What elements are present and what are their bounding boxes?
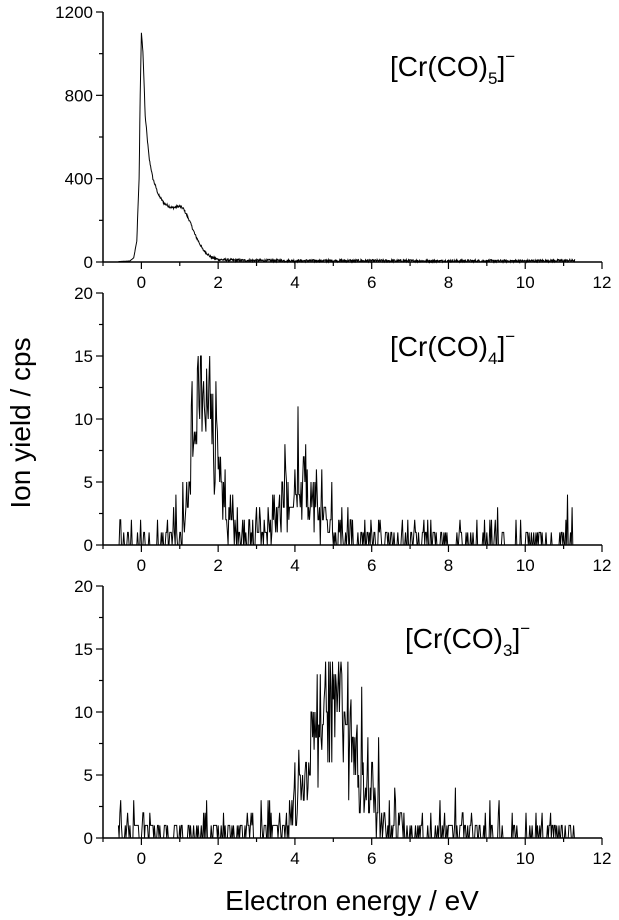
species-base: [Cr(CO)	[390, 331, 488, 362]
y-tick-label: 10	[74, 410, 93, 429]
y-tick-label: 0	[84, 253, 93, 272]
y-tick-label: 400	[65, 170, 93, 189]
y-tick-label: 0	[84, 829, 93, 848]
species-subscript: 3	[503, 641, 512, 660]
x-tick-label: 2	[213, 849, 222, 868]
x-tick-label: 10	[516, 849, 535, 868]
x-tick-label: 4	[290, 556, 299, 575]
x-tick-label: 0	[137, 273, 146, 292]
species-superscript: −	[505, 47, 515, 66]
series-line	[117, 661, 576, 839]
x-tick-label: 4	[290, 273, 299, 292]
species-base: [Cr(CO)	[405, 623, 503, 654]
x-tick-label: 8	[444, 273, 453, 292]
x-tick-label: 10	[516, 556, 535, 575]
x-tick-label: 6	[367, 273, 376, 292]
x-tick-label: 0	[137, 556, 146, 575]
y-tick-label: 5	[84, 473, 93, 492]
y-tick-label: 5	[84, 766, 93, 785]
species-label: [Cr(CO)5]−	[390, 47, 515, 88]
panel-top: 0 2 4 6 8 10 12 0 400 800 1200 [Cr(CO)5]−	[55, 3, 611, 292]
species-superscript: −	[505, 327, 515, 346]
species-subscript: 4	[488, 349, 497, 368]
species-label: [Cr(CO)3]−	[405, 619, 530, 660]
species-label: [Cr(CO)4]−	[390, 327, 515, 368]
x-tick-label: 6	[367, 556, 376, 575]
x-tick-label: 4	[290, 849, 299, 868]
species-close: ]	[512, 623, 520, 654]
panel-bottom: 0 2 4 6 8 10 12 0 5 10 15 20 [Cr(CO)3]−	[74, 577, 611, 868]
y-tick-label: 1200	[55, 3, 93, 22]
species-close: ]	[497, 331, 505, 362]
x-axis-title: Electron energy / eV	[225, 885, 479, 916]
x-tick-label: 0	[137, 849, 146, 868]
species-subscript: 5	[488, 69, 497, 88]
y-tick-label: 15	[74, 347, 93, 366]
y-tick-label: 10	[74, 703, 93, 722]
x-tick-label: 10	[516, 273, 535, 292]
y-tick-label: 800	[65, 86, 93, 105]
y-tick-label: 20	[74, 577, 93, 596]
y-tick-label: 0	[84, 536, 93, 555]
y-axis-title: Ion yield / cps	[5, 337, 36, 508]
x-tick-label: 8	[444, 556, 453, 575]
species-superscript: −	[520, 619, 530, 638]
x-tick-label: 12	[593, 273, 612, 292]
x-tick-label: 2	[213, 556, 222, 575]
y-tick-label: 20	[74, 284, 93, 303]
x-tick-label: 12	[593, 849, 612, 868]
series-line	[118, 32, 576, 264]
species-base: [Cr(CO)	[390, 51, 488, 82]
x-tick-label: 8	[444, 849, 453, 868]
species-close: ]	[497, 51, 505, 82]
series-line	[118, 355, 576, 546]
x-tick-label: 12	[593, 556, 612, 575]
x-tick-label: 2	[213, 273, 222, 292]
y-tick-label: 15	[74, 640, 93, 659]
x-tick-label: 6	[367, 849, 376, 868]
